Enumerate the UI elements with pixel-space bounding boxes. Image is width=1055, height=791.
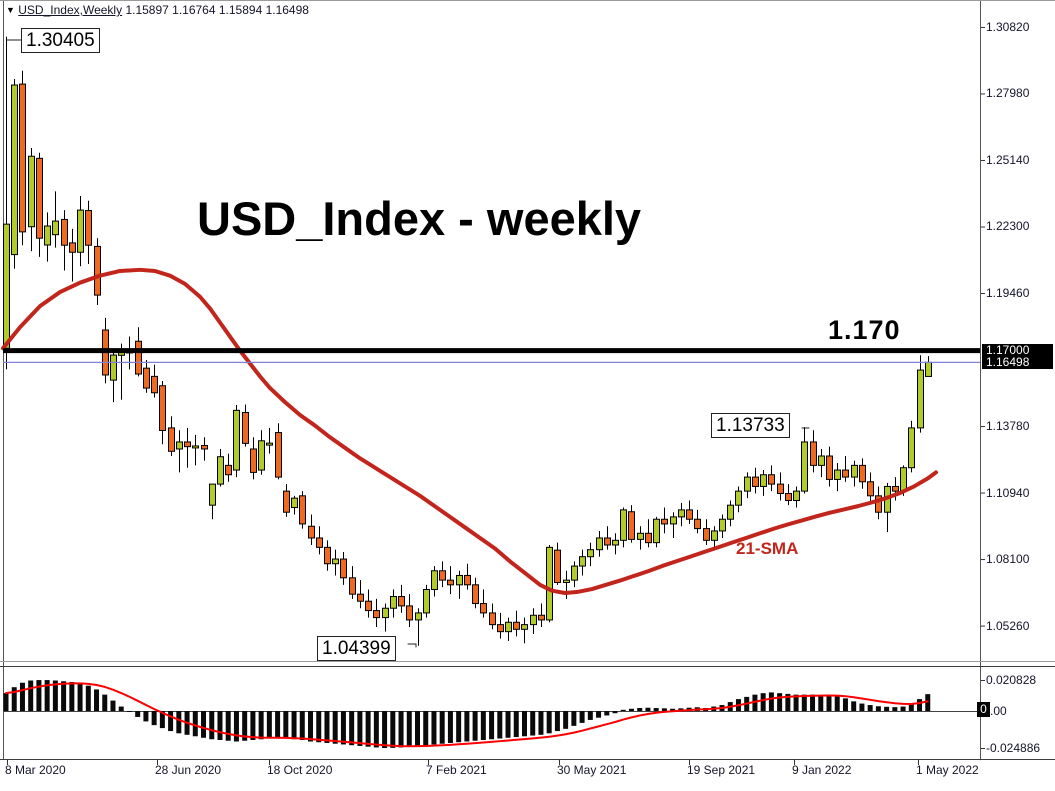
price-level-box: 1.17000 (982, 343, 1053, 357)
level-line-label: 1.170 (828, 315, 901, 345)
date-tick-label: 18 Oct 2020 (267, 763, 333, 777)
date-tick-label: 9 Jan 2022 (792, 763, 852, 777)
ohlc-values: 1.15897 1.16764 1.15894 1.16498 (125, 3, 309, 17)
macd-axis-max-label: 0.020828 (986, 673, 1037, 687)
annotation-high-box[interactable]: 1.30405 (21, 28, 100, 53)
date-tick-label: 30 May 2021 (557, 763, 627, 777)
price-tick-label: 1.27980 (986, 86, 1030, 101)
price-tick-label: 1.30820 (986, 19, 1030, 34)
current-price-box: 1.16498 (982, 356, 1053, 370)
chart-title: USD_Index - weekly (197, 192, 642, 245)
symbol-label: USD_Index,Weekly (18, 3, 123, 17)
price-tick-label: 1.08100 (986, 552, 1030, 567)
price-tick-label: 1.13780 (986, 419, 1030, 434)
date-tick-label: 19 Sep 2021 (687, 763, 756, 777)
annotation-low-box[interactable]: 1.04399 (317, 636, 396, 661)
price-tick-label: 1.25140 (986, 152, 1030, 167)
date-tick-label: 7 Feb 2021 (426, 763, 487, 777)
symbol-ohlc-line: ▼ USD_Index,Weekly 1.15897 1.16764 1.158… (6, 3, 309, 17)
price-tick-label: 1.22300 (986, 219, 1030, 234)
date-tick-label: 8 Mar 2020 (5, 763, 66, 777)
chevron-down-icon[interactable]: ▼ (6, 5, 15, 15)
date-tick-label: 1 May 2022 (916, 763, 979, 777)
price-tick-label: 1.19460 (986, 286, 1030, 300)
price-tick-label: 1.10940 (986, 485, 1030, 500)
macd-current-value-box: 0 (977, 702, 990, 717)
annotation-swing-box[interactable]: 1.13733 (711, 413, 790, 438)
sma-annotation-label: 21-SMA (736, 539, 799, 558)
price-tick-label: 1.05260 (986, 618, 1030, 633)
date-tick-label: 28 Jun 2020 (155, 763, 222, 777)
macd-axis-zero-label: .00 (990, 704, 1007, 718)
macd-axis-min-label: -0.024886 (986, 741, 1041, 755)
